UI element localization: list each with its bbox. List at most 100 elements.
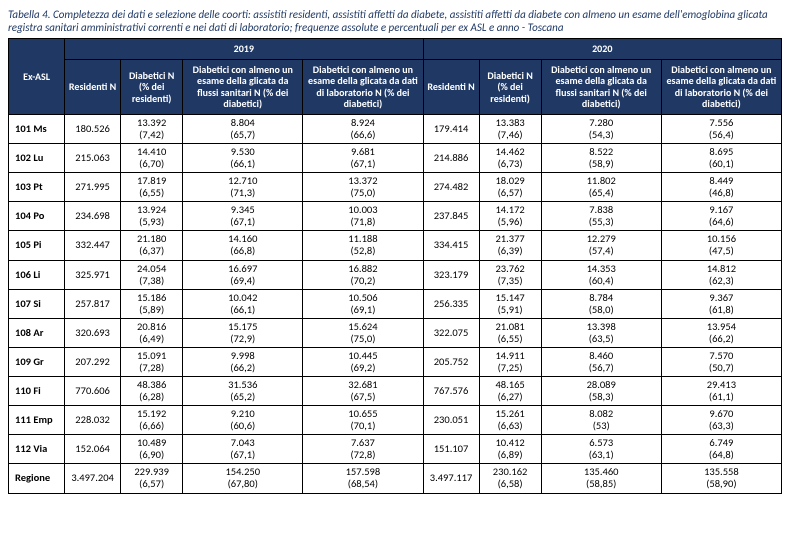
table-cell: 10.156(47,5) — [661, 231, 781, 260]
table-cell: 104 Po — [9, 202, 65, 231]
table-cell: 20.816(6,49) — [121, 318, 183, 347]
table-cell: 12.710(71,3) — [183, 173, 303, 202]
table-row: 112 Via152.06410.489(6,90)7.043(67,1)7.6… — [9, 435, 782, 464]
col-residenti-2020: Residenti N — [423, 59, 479, 114]
table-cell: 13.398(63,5) — [541, 318, 661, 347]
table-cell: 14.172(5,96) — [479, 202, 541, 231]
table-cell: 9.530(66,1) — [183, 144, 303, 173]
table-row: 105 Pi332.44721.180(6,37)14.160(66,8)11.… — [9, 231, 782, 260]
table-cell: 271.995 — [65, 173, 121, 202]
table-row: 111 Emp228.03215.192(6,66)9.210(60,6)10.… — [9, 406, 782, 435]
table-row: 103 Pt271.99517.819(6,55)12.710(71,3)13.… — [9, 173, 782, 202]
table-row: 104 Po234.69813.924(5,93)9.345(67,1)10.0… — [9, 202, 782, 231]
table-cell: 228.032 — [65, 406, 121, 435]
table-cell: 3.497.204 — [65, 464, 121, 493]
col-diabetici-2019: Diabetici N (% dei residenti) — [121, 59, 183, 114]
table-cell: 14.160(66,8) — [183, 231, 303, 260]
table-cell: 9.681(67,1) — [303, 144, 423, 173]
table-body: 101 Ms180.52613.392(7,42)8.804(65,7)8.92… — [9, 114, 782, 493]
data-table: Ex-ASL 2019 2020 Residenti N Diabetici N… — [8, 38, 782, 493]
col-exasl: Ex-ASL — [9, 39, 65, 115]
table-cell: 135.460(58,85) — [541, 464, 661, 493]
table-cell: 10.655(70,1) — [303, 406, 423, 435]
table-cell: 101 Ms — [9, 114, 65, 143]
table-cell: 28.089(58,3) — [541, 377, 661, 406]
table-cell: 152.064 — [65, 435, 121, 464]
table-caption: Tabella 4. Completezza dei dati e selezi… — [8, 8, 782, 34]
table-cell: 323.179 — [423, 260, 479, 289]
table-cell: 32.681(67,5) — [303, 377, 423, 406]
table-cell: 21.377(6,39) — [479, 231, 541, 260]
table-cell: 8.784(58,0) — [541, 289, 661, 318]
table-cell: 14.410(6,70) — [121, 144, 183, 173]
table-cell: 9.167(64,6) — [661, 202, 781, 231]
table-cell: 8.449(46,8) — [661, 173, 781, 202]
table-cell: 230.051 — [423, 406, 479, 435]
table-cell: 257.817 — [65, 289, 121, 318]
table-cell: 16.697(69,4) — [183, 260, 303, 289]
table-cell: 10.489(6,90) — [121, 435, 183, 464]
table-cell: 8.522(58,9) — [541, 144, 661, 173]
table-cell: 332.447 — [65, 231, 121, 260]
table-cell: 205.752 — [423, 347, 479, 376]
table-cell: 14.462(6,73) — [479, 144, 541, 173]
table-cell: 106 Li — [9, 260, 65, 289]
table-cell: 105 Pi — [9, 231, 65, 260]
table-cell: 9.998(66,2) — [183, 347, 303, 376]
table-row: 109 Gr207.29215.091(7,28)9.998(66,2)10.4… — [9, 347, 782, 376]
table-cell: 111 Emp — [9, 406, 65, 435]
table-cell: 9.367(61,8) — [661, 289, 781, 318]
col-flussi-2020: Diabetici con almeno un esame della glic… — [541, 59, 661, 114]
col-diabetici-2020: Diabetici N (% dei residenti) — [479, 59, 541, 114]
table-cell: 8.082(53) — [541, 406, 661, 435]
table-cell: 6.573(63,1) — [541, 435, 661, 464]
table-cell: 21.081(6,55) — [479, 318, 541, 347]
table-cell: 10.445(69,2) — [303, 347, 423, 376]
col-year-2019: 2019 — [65, 39, 423, 60]
table-cell: 103 Pt — [9, 173, 65, 202]
table-cell: 102 Lu — [9, 144, 65, 173]
table-cell: 23.762(7,35) — [479, 260, 541, 289]
col-residenti-2019: Residenti N — [65, 59, 121, 114]
table-cell: 230.162(6,58) — [479, 464, 541, 493]
table-cell: 107 Si — [9, 289, 65, 318]
table-cell: 180.526 — [65, 114, 121, 143]
table-cell: 151.107 — [423, 435, 479, 464]
table-cell: 274.482 — [423, 173, 479, 202]
table-cell: 10.412(6,89) — [479, 435, 541, 464]
table-row: 101 Ms180.52613.392(7,42)8.804(65,7)8.92… — [9, 114, 782, 143]
table-cell: 8.460(56,7) — [541, 347, 661, 376]
table-cell: 256.335 — [423, 289, 479, 318]
table-cell: 10.042(66,1) — [183, 289, 303, 318]
table-cell: 21.180(6,37) — [121, 231, 183, 260]
table-cell: 31.536(65,2) — [183, 377, 303, 406]
table-cell: 7.637(72,8) — [303, 435, 423, 464]
table-cell: 16.882(70,2) — [303, 260, 423, 289]
table-cell: 15.186(5,89) — [121, 289, 183, 318]
table-row: 102 Lu215.06314.410(6,70)9.530(66,1)9.68… — [9, 144, 782, 173]
table-cell: 10.506(69,1) — [303, 289, 423, 318]
table-cell: 18.029(6,57) — [479, 173, 541, 202]
table-cell: 109 Gr — [9, 347, 65, 376]
table-cell: 13.383(7,46) — [479, 114, 541, 143]
table-cell: 215.063 — [65, 144, 121, 173]
table-cell: 15.147(5,91) — [479, 289, 541, 318]
table-row: 107 Si257.81715.186(5,89)10.042(66,1)10.… — [9, 289, 782, 318]
table-cell: 108 Ar — [9, 318, 65, 347]
table-cell: 17.819(6,55) — [121, 173, 183, 202]
table-row: 110 Fi770.60648.386(6,28)31.536(65,2)32.… — [9, 377, 782, 406]
col-flussi-2019: Diabetici con almeno un esame della glic… — [183, 59, 303, 114]
table-cell: 11.802(65,4) — [541, 173, 661, 202]
table-cell: 14.812(62,3) — [661, 260, 781, 289]
table-cell: 48.386(6,28) — [121, 377, 183, 406]
table-cell: 767.576 — [423, 377, 479, 406]
table-cell: 770.606 — [65, 377, 121, 406]
table-cell: 7.570(50,7) — [661, 347, 781, 376]
table-cell: 9.210(60,6) — [183, 406, 303, 435]
col-year-2020: 2020 — [423, 39, 782, 60]
table-cell: 179.414 — [423, 114, 479, 143]
table-cell: 12.279(57,4) — [541, 231, 661, 260]
table-cell: Regione — [9, 464, 65, 493]
table-row: 108 Ar320.69320.816(6,49)15.175(72,9)15.… — [9, 318, 782, 347]
table-cell: 9.670(63,3) — [661, 406, 781, 435]
